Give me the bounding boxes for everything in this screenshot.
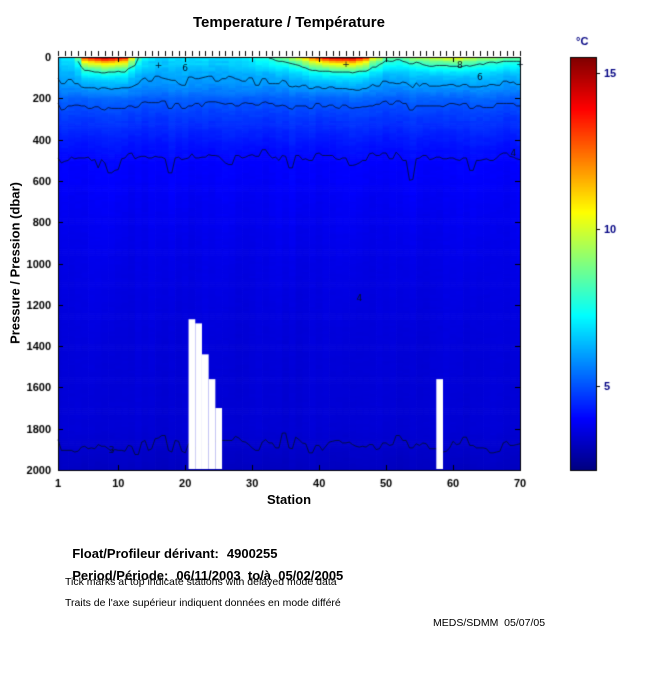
- chart-title: Temperature / Température: [192, 14, 385, 31]
- credit-stamp: MEDS/SDMM 05/07/05: [433, 617, 546, 629]
- delayed-mode-note-fr: Traits de l'axe supérieur indiquent donn…: [65, 597, 341, 609]
- float-id-value: 4900255: [226, 546, 278, 561]
- float-id-label: Float/Profileur dérivant:: [72, 546, 219, 561]
- x-axis-label: Station: [266, 492, 312, 507]
- period-value: 06/11/2003 to/à 05/02/2005: [176, 568, 344, 583]
- y-axis-label: Pressure / Pression (dbar): [7, 182, 23, 344]
- delayed-mode-note-en: Tick marks at top indicate stations with…: [65, 576, 337, 588]
- float-id-line: Float/Profileur dérivant: 4900255: [65, 531, 278, 561]
- period-line: Period/Période: 06/11/2003 to/à 05/02/200…: [65, 553, 343, 583]
- period-label: Period/Période:: [72, 568, 169, 583]
